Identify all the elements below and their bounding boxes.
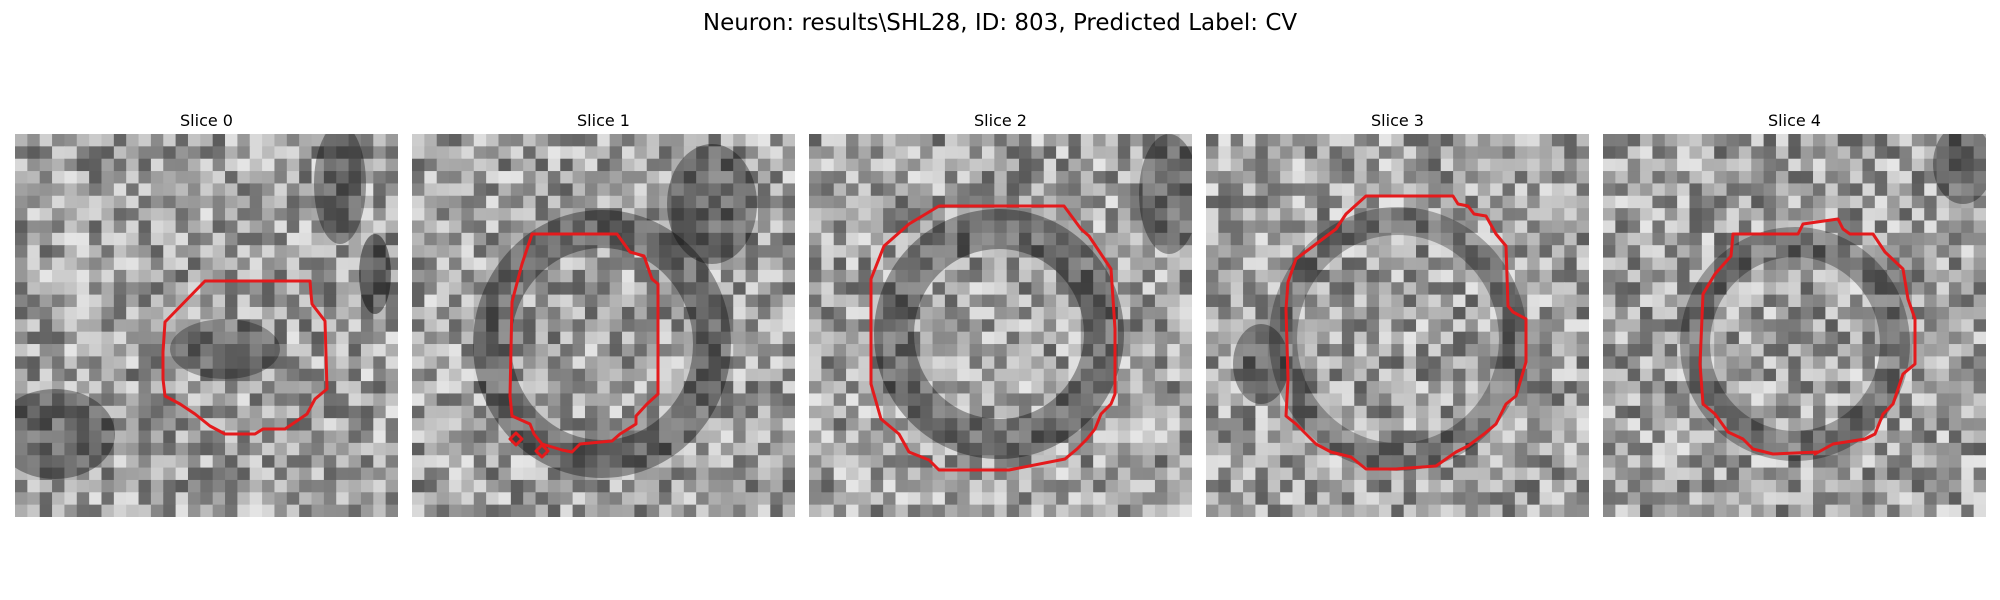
slice-panel-0: Slice 0 xyxy=(15,110,398,517)
slice-title: Slice 4 xyxy=(1768,111,1821,130)
contour-outline xyxy=(508,232,660,454)
contour-outline xyxy=(869,204,1117,472)
em-pixel-grid xyxy=(15,134,398,517)
slice-image xyxy=(1603,134,1986,517)
slice-panel-3: Slice 3 xyxy=(1206,110,1589,517)
contour-outline xyxy=(1698,217,1917,456)
dark-structure xyxy=(15,134,391,479)
slice-image xyxy=(1206,134,1589,517)
em-pixel-grid xyxy=(1206,134,1589,517)
slice-image xyxy=(15,134,398,517)
figure-title: Neuron: results\SHL28, ID: 803, Predicte… xyxy=(702,10,1298,36)
slice-title: Slice 0 xyxy=(180,111,233,130)
slice-image xyxy=(809,134,1192,517)
slice-panel-1: Slice 1 xyxy=(412,110,795,517)
contour-outline xyxy=(508,431,524,447)
slice-title: Slice 3 xyxy=(1371,111,1424,130)
em-pixel-grid xyxy=(1603,134,1986,517)
slice-panel-2: Slice 2 xyxy=(809,110,1192,517)
slice-panel-4: Slice 4 xyxy=(1603,110,1986,517)
dark-structure xyxy=(1233,207,1527,471)
dark-structure xyxy=(874,134,1192,459)
slice-title: Slice 2 xyxy=(974,111,1027,130)
em-pixel-grid xyxy=(809,134,1192,517)
contour-outline xyxy=(161,279,329,436)
slice-image xyxy=(412,134,795,517)
contour-outline xyxy=(1284,194,1528,471)
contour-outline xyxy=(534,443,550,459)
dark-structure xyxy=(473,144,757,478)
em-pixel-grid xyxy=(412,134,795,517)
dark-structure xyxy=(1680,134,1986,461)
slice-title: Slice 1 xyxy=(577,111,630,130)
